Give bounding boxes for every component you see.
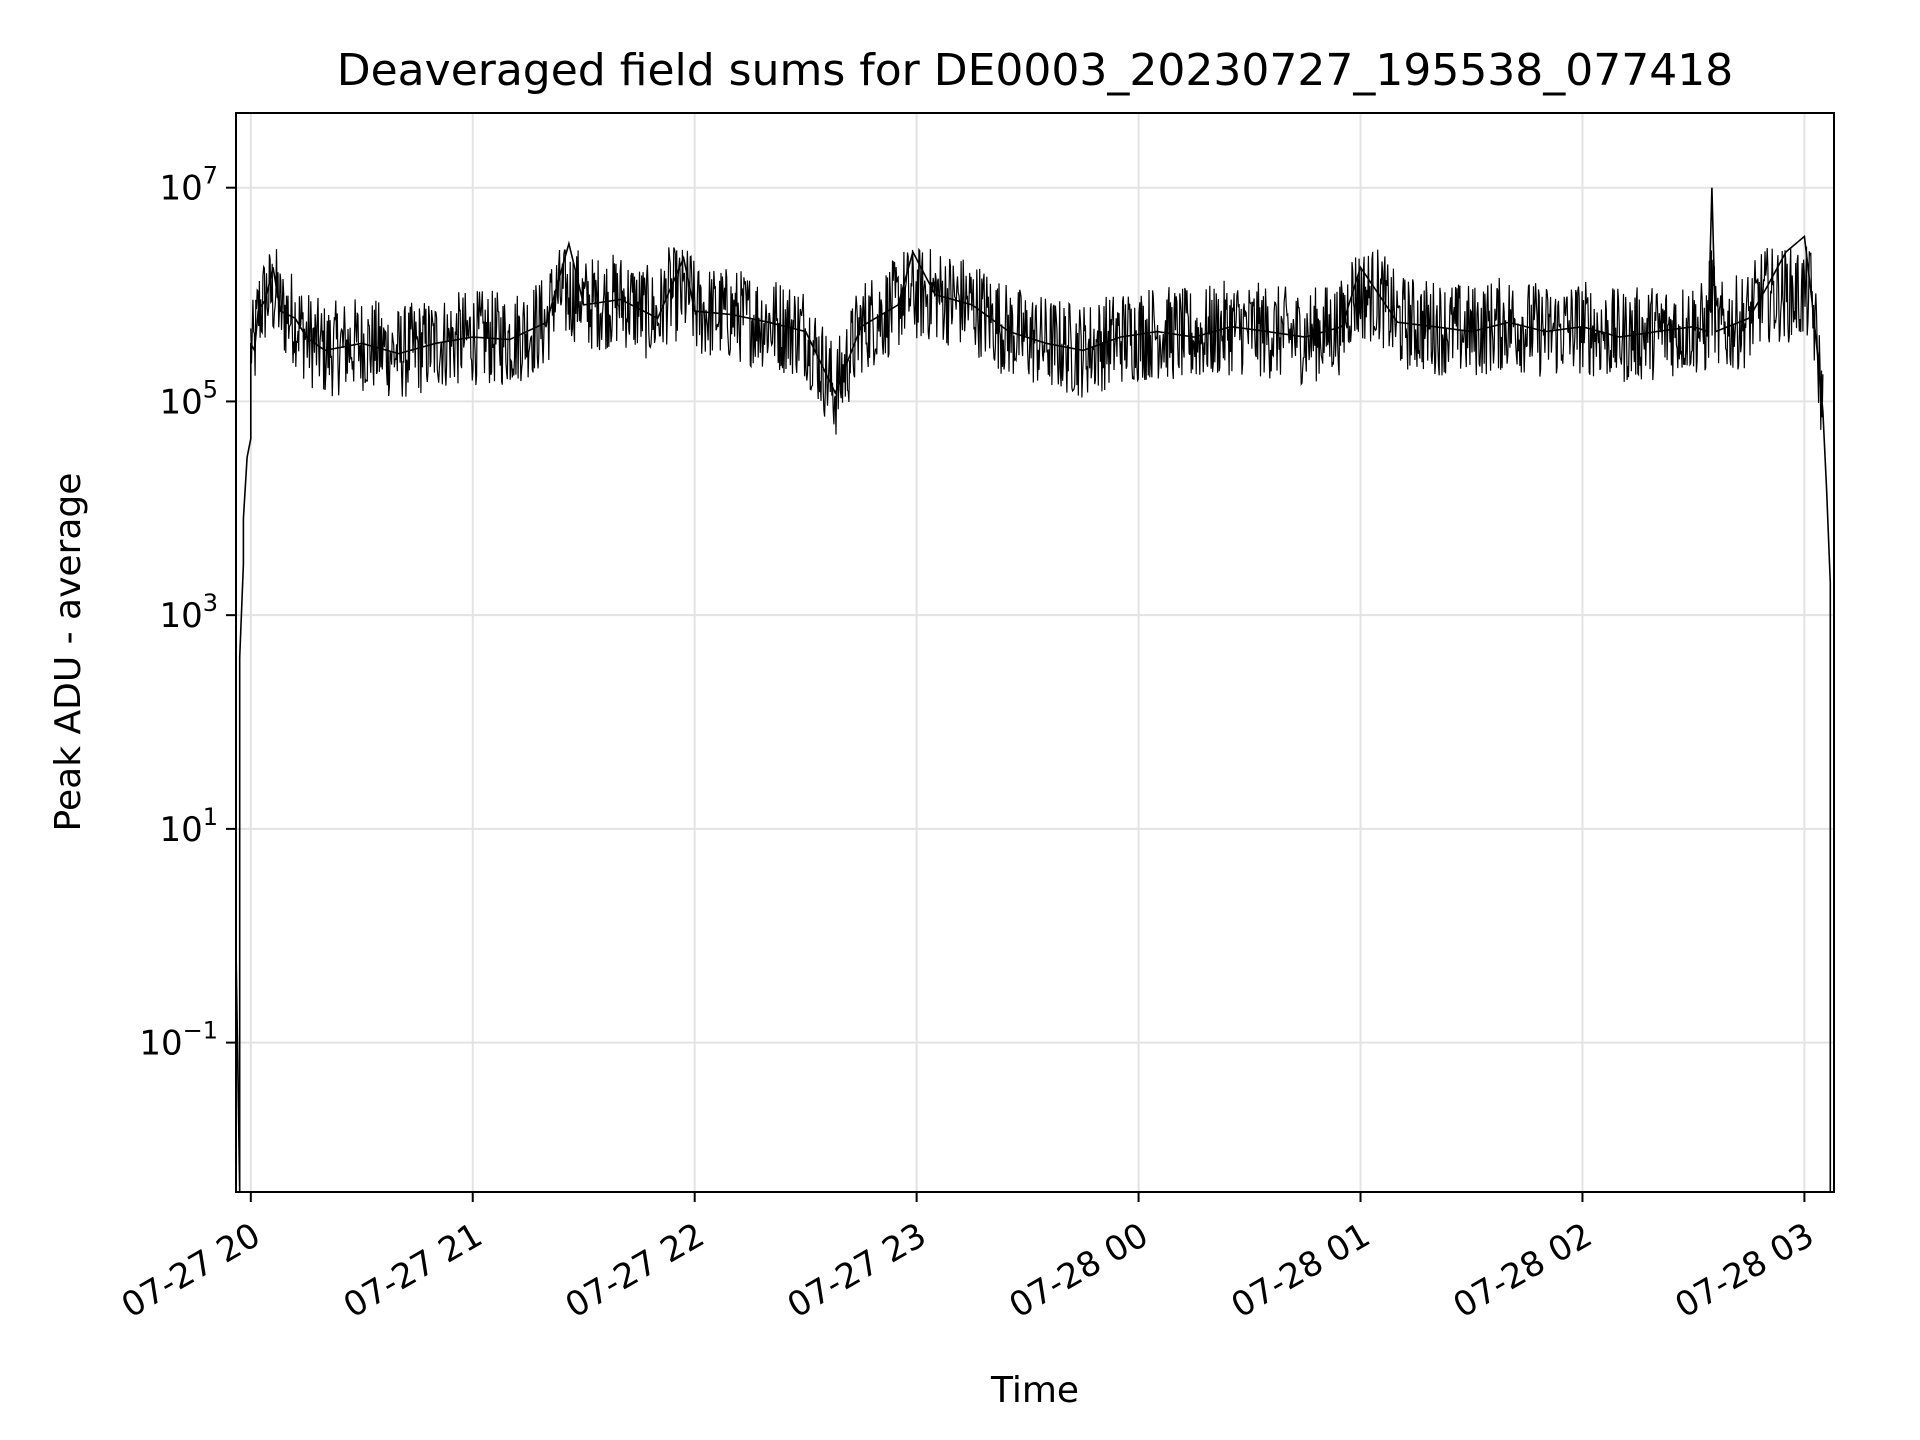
y-tick-label: 103	[159, 589, 218, 636]
ticks	[226, 186, 1806, 1202]
series-noise	[250, 246, 1824, 435]
y-tick-base: 10	[139, 1024, 182, 1064]
y-tick-exponent: 1	[203, 803, 218, 831]
y-tick-base: 10	[159, 382, 202, 422]
y-tick-label: 107	[159, 162, 218, 209]
y-axis-label: Peak ADU - average	[48, 473, 89, 832]
y-tick-label: 10−1	[139, 1017, 218, 1064]
plot-frame	[235, 112, 1835, 1193]
y-tick-exponent: −1	[183, 1017, 218, 1045]
y-tick-label: 101	[159, 803, 218, 850]
series-layer	[235, 187, 1832, 1193]
y-tick-base: 10	[159, 596, 202, 636]
x-axis-label: Time	[990, 1370, 1079, 1411]
y-tick-exponent: 3	[203, 589, 218, 617]
chart-title: Deaveraged field sums for DE0003_2023072…	[337, 45, 1734, 96]
y-tick-base: 10	[159, 169, 202, 209]
y-tick-exponent: 7	[203, 162, 218, 190]
y-tick-exponent: 5	[203, 375, 218, 403]
y-tick-base: 10	[159, 810, 202, 850]
y-tick-label: 105	[159, 375, 218, 422]
